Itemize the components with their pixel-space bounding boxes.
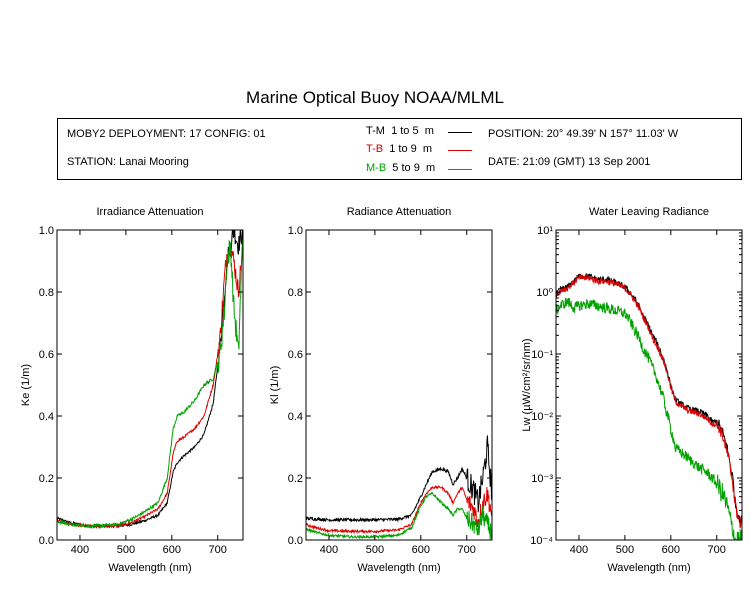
- y-tick-label: 0.0: [288, 535, 303, 547]
- legend-code: M-B: [366, 162, 387, 174]
- legend-item-mb: M-B 5 to 9 m: [366, 162, 435, 174]
- legend-line-tm: [448, 132, 472, 133]
- chart-title: Irradiance Attenuation: [96, 206, 203, 218]
- plot-area: [556, 273, 742, 540]
- plot-area: [306, 435, 492, 540]
- y-tick-label: 0.8: [288, 287, 303, 299]
- y-axis-label: Kl (1/m): [269, 366, 281, 405]
- position-text: POSITION: 20° 49.39' N 157° 11.03' W: [488, 128, 679, 140]
- y-tick-label: 1.0: [39, 225, 54, 237]
- chart-3: Water Leaving Radiance 400 500 600 700 10⁻⁴ 10…: [521, 206, 743, 574]
- chart-title: Water Leaving Radiance: [589, 206, 709, 218]
- y-tick-label: 0.8: [39, 287, 54, 299]
- y-tick-label: 10⁻²: [531, 411, 553, 423]
- x-tick-label: 700: [458, 544, 476, 556]
- y-tick-label: 10⁻¹: [531, 349, 553, 361]
- plot-frame: [56, 229, 244, 541]
- legend-unit: m: [422, 143, 433, 155]
- deployment-text: MOBY2 DEPLOYMENT: 17 CONFIG: 01: [67, 128, 266, 140]
- legend-range: 1 to 9: [389, 143, 417, 155]
- y-tick-label: 0.2: [39, 473, 54, 485]
- plot-area: [57, 230, 243, 530]
- y-tick-label: 10⁻³: [531, 473, 553, 485]
- series-line-m-b: [306, 491, 492, 540]
- y-tick-label: 10⁰: [536, 287, 553, 299]
- x-axis-label: Wavelength (nm): [108, 562, 191, 574]
- series-line-t-b: [306, 485, 492, 535]
- x-axis-label: Wavelength (nm): [357, 562, 440, 574]
- legend-line-tb: [448, 150, 472, 151]
- station-text: STATION: Lanai Mooring: [67, 156, 189, 168]
- series-line-m-b: [57, 236, 243, 529]
- series-line-t-m: [556, 273, 742, 528]
- date-text: DATE: 21:09 (GMT) 13 Sep 2001: [488, 156, 651, 168]
- legend-range: 1 to 5: [391, 125, 419, 137]
- plot-frame: [305, 229, 493, 541]
- y-tick-label: 0.6: [288, 349, 303, 361]
- y-tick-label: 10⁻⁴: [530, 535, 553, 547]
- page-title: Marine Optical Buoy NOAA/MLML: [246, 88, 504, 107]
- y-tick-label: 0.6: [39, 349, 54, 361]
- x-tick-label: 500: [117, 544, 135, 556]
- y-tick-label: 10¹: [537, 225, 553, 237]
- x-tick-label: 600: [163, 544, 181, 556]
- x-tick-label: 400: [71, 544, 89, 556]
- x-tick-label: 700: [708, 544, 726, 556]
- legend-item-tb: T-B 1 to 9 m: [366, 143, 432, 155]
- x-axis-label: Wavelength (nm): [607, 562, 690, 574]
- y-tick-label: 0.4: [288, 411, 303, 423]
- legend-item-tm: T-M 1 to 5 m: [366, 125, 434, 137]
- y-tick-label: 0.4: [39, 411, 54, 423]
- legend-line-mb: [448, 169, 472, 170]
- plot-frame: [555, 229, 743, 541]
- y-axis-label: Ke (1/m): [20, 364, 32, 406]
- y-tick-label: 0.0: [39, 535, 54, 547]
- legend-range: 5 to 9: [392, 162, 420, 174]
- legend-unit: m: [425, 162, 436, 174]
- x-tick-label: 400: [320, 544, 338, 556]
- y-axis-label: Lw (µW/cm²/sr/nm): [521, 338, 533, 431]
- chart-1: Irradiance Attenuation 400 500 600 700 0.0 0.2…: [20, 206, 244, 574]
- info-box: MOBY2 DEPLOYMENT: 17 CONFIG: 01 STATION:…: [57, 118, 742, 180]
- x-tick-label: 600: [412, 544, 430, 556]
- y-tick-label: 1.0: [288, 225, 303, 237]
- x-tick-label: 700: [209, 544, 227, 556]
- legend-unit: m: [424, 125, 434, 137]
- x-tick-label: 500: [366, 544, 384, 556]
- x-tick-label: 500: [616, 544, 634, 556]
- legend-code: T-B: [366, 143, 384, 155]
- chart-2: Radiance Attenuation 400 500 600 700 0.0 0.2 0.…: [269, 206, 493, 574]
- series-line-m-b: [556, 297, 742, 540]
- chart-title: Radiance Attenuation: [347, 206, 452, 218]
- series-line-t-b: [556, 273, 742, 529]
- x-tick-label: 600: [662, 544, 680, 556]
- x-tick-label: 400: [570, 544, 588, 556]
- series-line-t-m: [306, 435, 492, 523]
- legend-code: T-M: [366, 125, 385, 137]
- y-tick-label: 0.2: [288, 473, 303, 485]
